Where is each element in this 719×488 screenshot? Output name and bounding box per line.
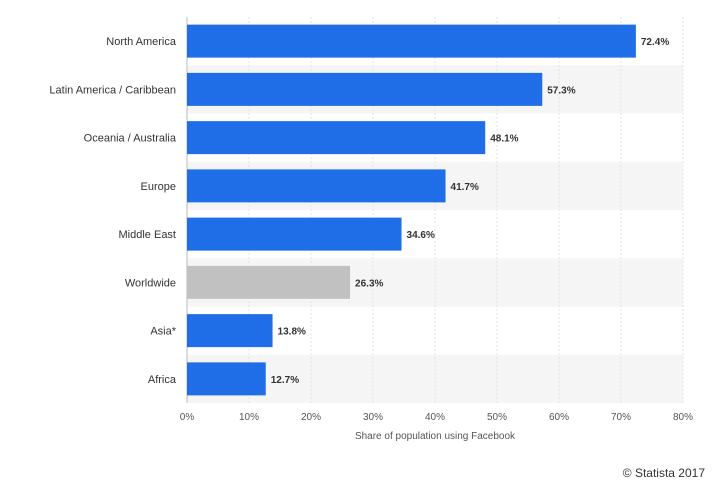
x-tick-label: 40%	[425, 412, 445, 423]
bar[interactable]	[187, 24, 636, 58]
x-tick-label: 70%	[611, 412, 631, 423]
bar[interactable]	[187, 362, 266, 396]
data-label: 41.7%	[451, 182, 479, 193]
data-label: 57.3%	[547, 85, 575, 96]
x-axis-title: Share of population using Facebook	[355, 431, 516, 442]
bar[interactable]	[187, 217, 402, 251]
data-label: 34.6%	[407, 230, 435, 241]
x-tick-label: 20%	[301, 412, 321, 423]
data-label: 48.1%	[490, 134, 518, 145]
x-tick-label: 10%	[239, 412, 259, 423]
category-label: Africa	[148, 374, 177, 386]
bar[interactable]	[187, 121, 486, 155]
x-tick-label: 80%	[673, 412, 693, 423]
data-label: 72.4%	[641, 37, 669, 48]
category-label: Asia*	[150, 326, 176, 338]
value-labels: 72.4% 57.3% 48.1% 41.7% 34.6% 26.3% 13.8% 12.7%	[271, 37, 670, 386]
category-label: Middle East	[119, 229, 176, 241]
category-label: Oceania / Australia	[84, 133, 177, 145]
data-label: 26.3%	[355, 278, 383, 289]
x-tick-label: 0%	[180, 412, 195, 423]
category-labels: North America Latin America / Caribbean Oc…	[49, 36, 176, 386]
data-label: 12.7%	[271, 375, 299, 386]
category-label: Worldwide	[125, 277, 176, 289]
data-label: 13.8%	[278, 327, 306, 338]
x-tick-label: 60%	[549, 412, 569, 423]
x-tick-labels: 0% 10% 20% 30% 40% 50% 60% 70% 80%	[180, 412, 693, 423]
x-tick-label: 50%	[487, 412, 507, 423]
bar[interactable]	[187, 72, 543, 106]
category-label: North America	[106, 36, 177, 48]
category-label: Latin America / Caribbean	[49, 84, 176, 96]
bar[interactable]	[187, 265, 351, 299]
bar[interactable]	[187, 169, 446, 203]
x-tick-label: 30%	[363, 412, 383, 423]
bars	[187, 24, 636, 396]
category-label: Europe	[141, 181, 176, 193]
source-credit: © Statista 2017	[622, 466, 705, 480]
bar[interactable]	[187, 314, 273, 348]
